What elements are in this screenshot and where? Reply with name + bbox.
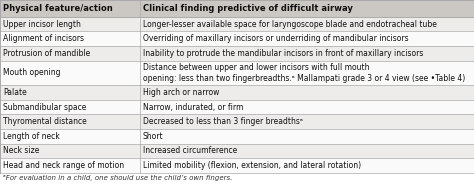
Text: Alignment of incisors: Alignment of incisors: [3, 34, 84, 43]
Text: Protrusion of mandible: Protrusion of mandible: [3, 49, 90, 58]
Bar: [0, 46, 474, 61]
Bar: [0, 31, 474, 46]
Text: Overriding of maxillary incisors or underriding of mandibular incisors: Overriding of maxillary incisors or unde…: [143, 34, 409, 43]
Bar: [0, 85, 474, 100]
Text: Length of neck: Length of neck: [3, 132, 60, 141]
Text: Physical feature/action: Physical feature/action: [3, 4, 113, 13]
Text: Upper incisor length: Upper incisor length: [3, 20, 81, 29]
Bar: [0, 158, 474, 173]
Text: ᵃFor evaluation in a child, one should use the child’s own fingers.: ᵃFor evaluation in a child, one should u…: [3, 175, 232, 181]
Text: Inability to protrude the mandibular incisors in front of maxillary incisors: Inability to protrude the mandibular inc…: [143, 49, 423, 58]
Text: Limited mobility (flexion, extension, and lateral rotation): Limited mobility (flexion, extension, an…: [143, 161, 361, 170]
Text: Submandibular space: Submandibular space: [3, 103, 86, 112]
Bar: [0, 129, 474, 144]
Text: Short: Short: [143, 132, 164, 141]
Text: Increased circumference: Increased circumference: [143, 146, 237, 155]
Text: Mouth opening: Mouth opening: [3, 68, 61, 77]
Text: Decreased to less than 3 finger breadthsᵃ: Decreased to less than 3 finger breadths…: [143, 117, 303, 126]
Text: Palate: Palate: [3, 88, 27, 97]
Text: Narrow, indurated, or firm: Narrow, indurated, or firm: [143, 103, 243, 112]
Bar: [0, 0, 474, 17]
Bar: [0, 100, 474, 114]
Bar: [0, 61, 474, 85]
Text: High arch or narrow: High arch or narrow: [143, 88, 219, 97]
Bar: [0, 17, 474, 31]
Text: Longer-lesser available space for laryngoscope blade and endotracheal tube: Longer-lesser available space for laryng…: [143, 20, 437, 29]
Text: Distance between upper and lower incisors with full mouth
opening: less than two: Distance between upper and lower incisor…: [143, 63, 465, 83]
Bar: [0, 114, 474, 129]
Text: Clinical finding predictive of difficult airway: Clinical finding predictive of difficult…: [143, 4, 353, 13]
Text: Head and neck range of motion: Head and neck range of motion: [3, 161, 124, 170]
Bar: [0, 144, 474, 158]
Text: Thyromental distance: Thyromental distance: [3, 117, 87, 126]
Text: Neck size: Neck size: [3, 146, 39, 155]
